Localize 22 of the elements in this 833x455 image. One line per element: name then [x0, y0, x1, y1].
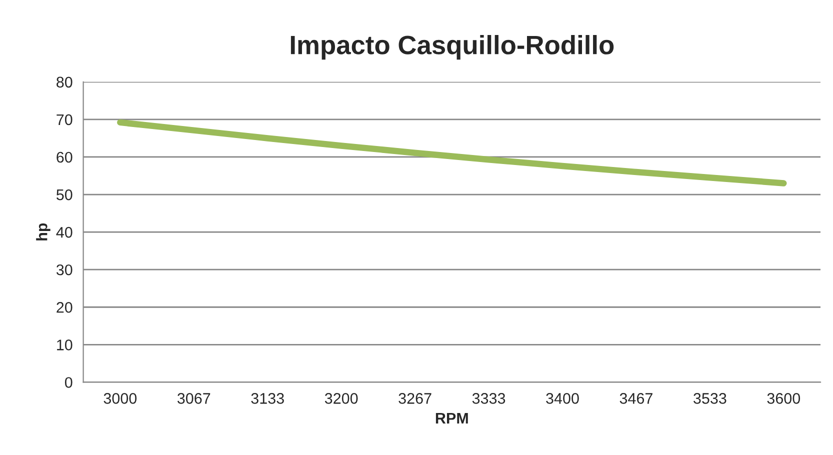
x-tick-label: 3400 — [546, 393, 579, 404]
x-tick-label: 3133 — [251, 393, 284, 404]
x-tick-label: 3467 — [620, 393, 652, 404]
y-tick-label: 60 — [56, 152, 72, 163]
y-tick-label: 20 — [56, 302, 72, 313]
y-tick-label: 30 — [56, 264, 72, 276]
x-tick-label: 3200 — [324, 393, 358, 404]
x-axis-title: RPM — [436, 412, 468, 424]
chart-title: Impacto Casquillo-Rodillo — [290, 35, 614, 60]
x-tick-label: 3533 — [694, 393, 726, 404]
y-tick-label: 80 — [56, 76, 72, 88]
x-tick-label: 3067 — [177, 393, 210, 404]
x-tick-label: 3267 — [398, 393, 432, 404]
y-tick-label: 70 — [56, 114, 72, 126]
x-tick-label: 3333 — [472, 393, 506, 404]
y-tick-label: 50 — [56, 189, 72, 200]
y-tick-label: 40 — [56, 226, 72, 238]
y-axis-title: hp — [36, 223, 50, 240]
x-tick-label: 3000 — [104, 393, 137, 404]
y-tick-label: 10 — [57, 340, 72, 350]
y-tick-label: 0 — [64, 377, 72, 388]
x-tick-label: 3600 — [767, 393, 800, 404]
